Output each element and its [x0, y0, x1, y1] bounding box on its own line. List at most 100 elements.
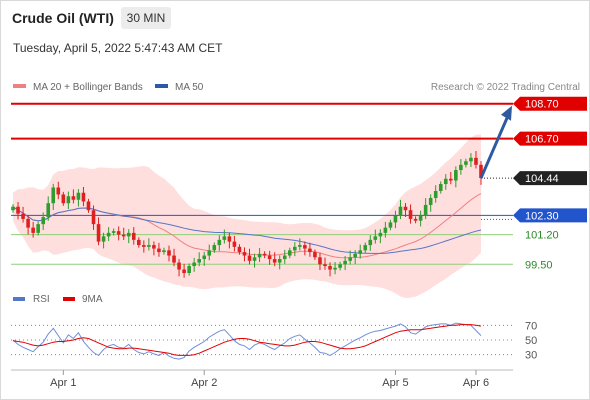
x-tick-label: Apr 2 [191, 377, 217, 389]
rsi-ma-line [12, 324, 482, 356]
candle-body [242, 252, 247, 256]
candle-body [96, 224, 101, 242]
projection-arrow [479, 105, 512, 179]
candle-body [262, 253, 267, 256]
candle-body [202, 255, 207, 260]
candle-body [207, 250, 212, 256]
rsi-tick-label-50: 50 [525, 335, 537, 347]
candle-body [192, 262, 196, 267]
moving-averages [12, 193, 482, 259]
ma50-line [12, 206, 482, 254]
candle-body [121, 234, 126, 237]
x-axis: Apr 1 Apr 2 Apr 5 Apr 6 [11, 369, 513, 389]
level-labels: 108.70 106.70 104.44 102.30 101.20 99.50 [513, 96, 587, 271]
candle-body [11, 206, 15, 211]
candle-body [388, 222, 393, 228]
candle-body [51, 187, 56, 204]
x-tick-label: Apr 5 [382, 377, 408, 389]
candle-body [147, 245, 151, 247]
candle-body [61, 194, 66, 204]
candle-body [91, 210, 96, 225]
ma50-legend-label: MA 50 [175, 82, 204, 93]
ma20-legend-swatch [13, 84, 26, 88]
level-tag-102.30 [513, 208, 587, 223]
candle-body [318, 257, 322, 265]
candle-body [282, 255, 287, 260]
candle-body [137, 239, 141, 246]
level-label-104.44: 104.44 [525, 173, 559, 185]
instrument-title: Crude Oil (WTI) [12, 10, 114, 26]
rsi-tick-label-30: 30 [525, 350, 537, 362]
candle-body [438, 184, 443, 191]
candle-body [157, 248, 161, 253]
candle-body [21, 213, 25, 219]
candle-body [172, 255, 176, 263]
candle-body [162, 250, 166, 253]
candle-body [469, 157, 473, 162]
candle-body [308, 248, 312, 253]
candle-body [212, 245, 217, 251]
rsi-panel: 70 50 30 [11, 320, 537, 362]
candle-body [423, 204, 428, 216]
candle-body [287, 250, 292, 256]
candle-body [86, 201, 91, 211]
candle-body [433, 190, 438, 198]
level-label-102.30: 102.30 [525, 210, 559, 222]
candle-body [333, 267, 337, 270]
candle-body [197, 259, 201, 263]
candle-body [403, 206, 408, 211]
candle-body [277, 259, 282, 263]
candle-body [227, 236, 232, 242]
candle-body [459, 164, 463, 171]
level-label-108.70: 108.70 [525, 99, 559, 111]
candle-body [413, 218, 418, 221]
candle-body [76, 192, 81, 200]
candles [11, 151, 483, 278]
candle-body [187, 266, 191, 274]
candle-body [41, 217, 45, 225]
rsi-line [12, 322, 482, 360]
candle-body [323, 264, 327, 267]
candle-body [56, 187, 61, 195]
candle-body [383, 227, 388, 233]
candle-body [26, 218, 30, 228]
candle-body [131, 232, 136, 240]
legend-ma50: MA 50 [155, 82, 204, 93]
candle-body [267, 255, 272, 260]
candle-body [418, 215, 423, 221]
legend-rsi: RSI 9MA [13, 294, 103, 305]
level-label-106.70: 106.70 [525, 134, 559, 146]
candle-body [217, 239, 222, 246]
datetime-label: Tuesday, April 5, 2022 5:47:43 AM CET [13, 41, 223, 55]
candle-body [348, 257, 352, 261]
level-label-101.20: 101.20 [525, 230, 559, 242]
legend-ma20: MA 20 + Bollinger Bands [13, 82, 143, 93]
candle-body [358, 250, 363, 254]
candle-body [152, 245, 156, 249]
candle-body [303, 245, 307, 249]
candle-body [232, 241, 237, 247]
candle-body [222, 236, 227, 240]
candle-body [313, 252, 317, 258]
candle-body [428, 197, 433, 205]
candle-body [398, 206, 403, 216]
candle-body [66, 196, 71, 204]
candle-body [177, 262, 181, 270]
ma20-legend-label: MA 20 + Bollinger Bands [33, 82, 143, 93]
candle-body [46, 203, 51, 218]
candle-body [257, 253, 262, 258]
copyright-label: Research © 2022 Trading Central [431, 82, 580, 93]
candle-body [328, 266, 332, 270]
level-lines [11, 102, 513, 265]
candle-body [378, 232, 383, 237]
candle-body [464, 161, 468, 165]
arrow-shaft [479, 115, 510, 179]
candle-body [293, 246, 297, 251]
candle-body [71, 196, 76, 200]
rsi-legend-swatch [13, 297, 25, 301]
candle-body [479, 164, 483, 179]
candle-body [443, 178, 448, 185]
timeframe-button[interactable]: 30 MIN [121, 7, 171, 29]
candle-body [343, 260, 347, 265]
